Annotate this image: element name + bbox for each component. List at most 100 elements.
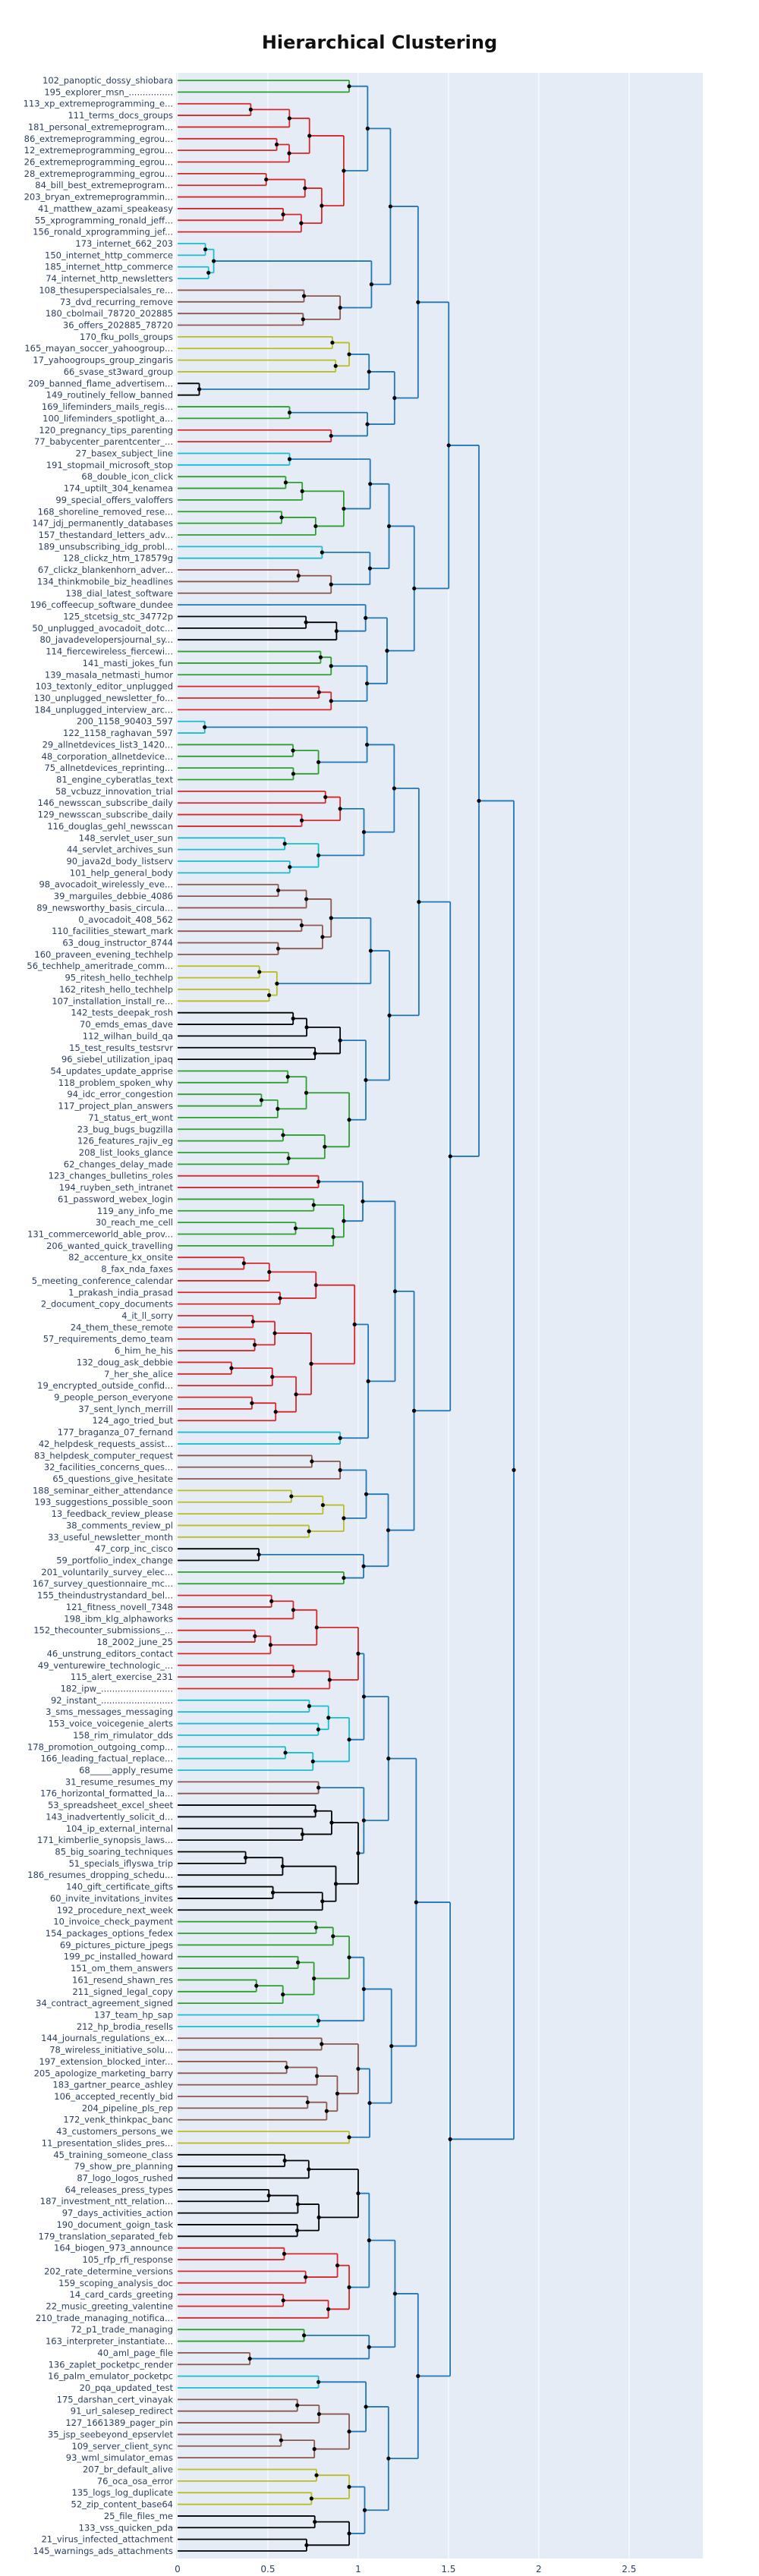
leaf-label: 53_spreadsheet_excel_sheet — [48, 1800, 174, 1810]
merge-point-453 — [347, 2285, 351, 2290]
merge-point-606 — [385, 649, 389, 653]
merge-point-514 — [368, 482, 373, 486]
leaf-label: 122_1158_raghavan_597 — [63, 728, 173, 738]
leaf-label: 34_contract_agreement_signed — [36, 1998, 173, 2008]
merge-point-438 — [282, 2251, 287, 2256]
merge-point-90 — [342, 506, 346, 511]
leaf-label: 90_java2d_body_listserv — [66, 856, 173, 867]
merge-point-258 — [273, 1410, 278, 1414]
merge-point-530 — [364, 742, 370, 747]
leaf-label: 135_logs_log_duplicate — [72, 2487, 174, 2498]
merge-point-249 — [229, 1366, 234, 1370]
leaf-label: 108_thesuperspecialsales_re... — [39, 285, 173, 295]
leaf-label: 191_stopmail_microsoft_stop — [46, 460, 173, 470]
leaf-label: 15_test_results_testsrvr — [69, 1043, 173, 1053]
leaf-label: 146_newsscan_subscribe_daily — [38, 797, 174, 808]
merge-point-550 — [366, 1379, 370, 1383]
merge-point-405 — [324, 2109, 329, 2113]
leaf-label: 138_dial_latest_software — [65, 588, 173, 599]
leaf-label: 161_resend_shawn_res — [72, 1974, 173, 1985]
merge-point-138 — [338, 807, 342, 811]
merge-point-231 — [267, 1269, 272, 1275]
leaf-label: 32_facilities_concerns_ques... — [44, 1462, 173, 1473]
leaf-label: 95_ritesh_hello_techhelp — [65, 973, 173, 983]
leaf-label: 35_jsp_seebeyond_epservlet — [48, 2429, 174, 2439]
merge-point-15 — [287, 151, 291, 156]
leaf-label: 140_gift_certificate_gifts — [66, 1882, 173, 1892]
leaf-label: 58_vcbuzz_innovation_trial — [55, 786, 173, 797]
merge-point-339 — [316, 1785, 321, 1790]
merge-point-24 — [303, 186, 307, 190]
merge-point-662 — [416, 2373, 420, 2379]
merge-point-393 — [320, 2042, 324, 2046]
merge-point-351 — [244, 1855, 248, 1860]
merge-point-111 — [329, 664, 333, 668]
leaf-label: 9_people_person_everyone — [54, 1392, 173, 1403]
merge-point-429 — [295, 2228, 300, 2233]
merge-point-582 — [367, 2345, 371, 2349]
leaf-label: 82_accenture_kx_onsite — [68, 1252, 173, 1263]
merge-point-159 — [276, 946, 281, 951]
merge-point-363 — [333, 1882, 339, 1886]
merge-point-459 — [247, 2356, 252, 2361]
merge-point-502 — [369, 282, 374, 287]
leaf-label: 96_siebel_utilization_ipaq — [61, 1054, 173, 1065]
leaf-label: 182_ipw_.......................... — [61, 1683, 173, 1694]
leaf-label: 190_document_goign_task — [56, 2219, 173, 2230]
merge-point-390 — [316, 2018, 321, 2023]
leaf-label: 50_unplugged_avocadoit_dotc... — [32, 623, 173, 634]
leaf-label: 86_extremeprogramming_egrou... — [24, 134, 173, 144]
leaf-label: 136_zaplet_pocketpc_render — [49, 2359, 174, 2370]
leaf-label: 65_questions_give_hesitate — [52, 1474, 173, 1484]
leaf-label: 13_feedback_review_please — [52, 1508, 173, 1519]
leaf-label: 70_emds_emas_dave — [80, 1019, 173, 1030]
merge-point-162 — [320, 935, 325, 939]
leaf-label: 201_voluntarily_survey_elec... — [41, 1567, 173, 1577]
leaf-label: 144_journals_regulations_ex... — [41, 2033, 173, 2043]
merge-point-141 — [282, 841, 287, 846]
leaf-label: 77_babycenter_parentcenter_... — [34, 436, 173, 447]
merge-point-93 — [320, 550, 324, 555]
leaf-label: 150_internet_http_commerce — [45, 250, 173, 260]
merge-point-650 — [417, 900, 421, 904]
merge-point-654 — [411, 1408, 417, 1413]
leaf-label: 118_problem_spoken_why — [58, 1077, 173, 1088]
merge-point-123 — [291, 748, 295, 753]
leaf-label: 80_javadevelopersjournal_sy... — [39, 634, 173, 645]
merge-point-132 — [323, 794, 328, 800]
leaf-label: 7_her_she_alice — [104, 1369, 173, 1379]
merge-point-674 — [448, 2137, 452, 2141]
leaf-label: 121_fitness_novell_7348 — [66, 1602, 173, 1612]
merge-point-6 — [248, 107, 253, 112]
merge-point-171 — [266, 993, 272, 998]
chart-title: Hierarchical Clustering — [262, 32, 497, 53]
merge-point-75 — [287, 457, 292, 461]
leaf-label: 89_newsworthy_basis_circula... — [36, 902, 173, 913]
merge-point-399 — [315, 2074, 320, 2078]
merge-point-610 — [392, 786, 396, 791]
merge-point-462 — [316, 2379, 321, 2384]
merge-point-219 — [293, 1226, 298, 1231]
leaf-label: 209_banned_flame_advertisem... — [28, 378, 173, 388]
merge-point-234 — [278, 1296, 282, 1301]
leaf-label: 109_server_client_sync — [71, 2441, 173, 2452]
leaf-label: 16_palm_emulator_pocketpc — [48, 2371, 173, 2382]
merge-point-444 — [335, 2263, 340, 2268]
merge-point-330 — [283, 1750, 288, 1755]
leaf-labels: 102_panoptic_dossy_shiobara195_explorer_… — [24, 75, 174, 2556]
merge-point-42 — [206, 270, 211, 275]
leaf-label: 158_rim_rimulator_dds — [73, 1730, 173, 1741]
leaf-label: 197_extension_blocked_inter... — [39, 2056, 173, 2067]
merge-point-474 — [312, 2447, 317, 2452]
merge-point-614 — [387, 1013, 392, 1018]
leaf-label: 26_extremeprogramming_egrou... — [24, 157, 173, 168]
leaf-label: 93_wml_simulator_emas — [66, 2452, 173, 2463]
leaf-label: 188_seminar_either_attendance — [33, 1485, 173, 1496]
leaf-label: 114_fiercewireless_fiercewi... — [46, 646, 173, 657]
leaf-label: 211_signed_legal_copy — [72, 1986, 173, 1997]
leaf-label: 12_extremeprogramming_egrou... — [24, 145, 173, 156]
merge-point-105 — [334, 629, 339, 634]
leaf-label: 148_servlet_user_sun — [79, 832, 173, 843]
merge-point-201 — [281, 1133, 285, 1137]
leaf-label: 98_avocadoit_wirelessly_eve... — [39, 879, 173, 890]
